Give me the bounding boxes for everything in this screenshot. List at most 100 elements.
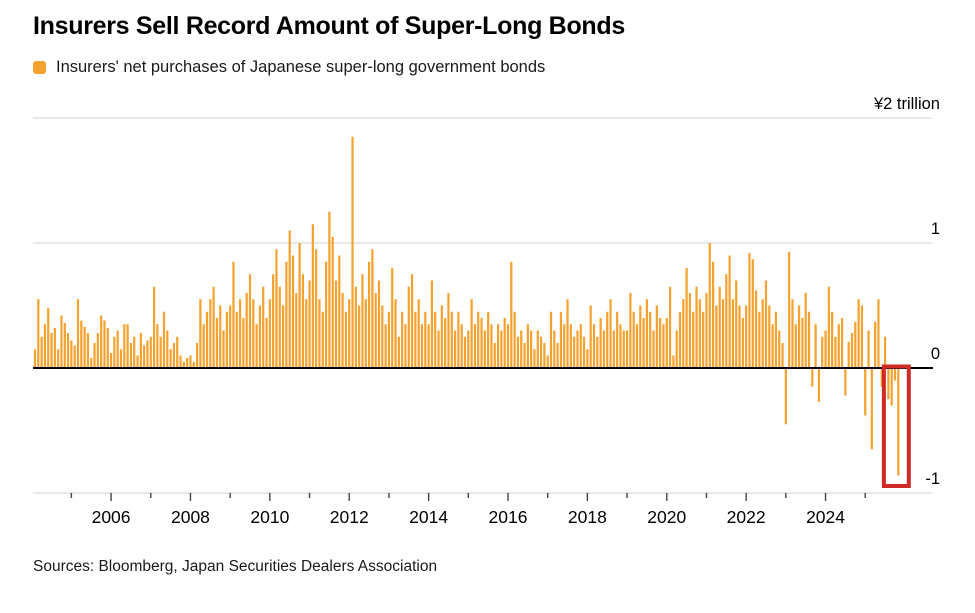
- bar: [619, 324, 622, 368]
- bar: [801, 318, 804, 368]
- bar: [440, 305, 443, 368]
- bar: [235, 311, 238, 368]
- bar: [222, 330, 225, 368]
- bar: [513, 311, 516, 368]
- bar: [430, 280, 434, 368]
- bar: [152, 286, 156, 368]
- bar: [857, 299, 860, 368]
- bar: [682, 299, 685, 368]
- bar: [526, 324, 529, 368]
- bar: [149, 336, 152, 368]
- bar: [754, 290, 758, 368]
- bar: [53, 328, 56, 368]
- y-axis-label: -1: [925, 470, 940, 488]
- bar: [569, 324, 572, 368]
- bar: [463, 336, 467, 368]
- bar: [850, 333, 854, 368]
- bar: [285, 261, 288, 368]
- bar: [258, 305, 262, 368]
- bar: [893, 368, 897, 381]
- bar: [126, 324, 129, 368]
- bar: [50, 333, 53, 368]
- bar: [606, 311, 609, 368]
- bar: [450, 311, 453, 368]
- bar: [616, 311, 619, 368]
- bar: [864, 368, 867, 416]
- bar: [162, 311, 166, 368]
- bar: [410, 274, 414, 368]
- bar: [252, 299, 255, 368]
- bar: [821, 336, 824, 368]
- bar: [298, 243, 301, 368]
- bar: [109, 353, 113, 368]
- bar: [324, 261, 328, 368]
- bar: [645, 299, 649, 368]
- bar: [745, 305, 748, 368]
- bar: [245, 293, 248, 368]
- bar: [506, 324, 510, 368]
- bar: [708, 243, 711, 368]
- bar: [728, 255, 731, 368]
- bar: [288, 230, 291, 368]
- bar: [824, 330, 827, 368]
- bar: [883, 336, 887, 368]
- bar: [255, 324, 258, 368]
- bar: [215, 318, 219, 368]
- bar: [672, 355, 675, 368]
- bar: [47, 308, 50, 368]
- bar: [229, 305, 232, 368]
- bar: [536, 330, 539, 368]
- bar: [741, 318, 744, 368]
- bar: [275, 249, 278, 368]
- bar: [169, 349, 172, 368]
- bar: [576, 330, 579, 368]
- bar: [66, 333, 70, 368]
- bar: [116, 330, 119, 368]
- bar: [520, 330, 523, 368]
- bar: [678, 311, 682, 368]
- bar: [503, 318, 506, 368]
- bar: [391, 268, 394, 368]
- bar: [897, 368, 900, 476]
- bar: [96, 333, 99, 368]
- bar: [83, 326, 86, 368]
- bar: [172, 343, 176, 368]
- bar: [328, 211, 331, 368]
- bar: [781, 343, 784, 368]
- bar: [123, 324, 126, 368]
- bar: [321, 311, 324, 368]
- bar: [60, 315, 63, 368]
- bar: [840, 318, 844, 368]
- bar: [573, 336, 576, 368]
- x-axis-label: 2008: [171, 507, 210, 527]
- bar: [625, 330, 629, 368]
- bar: [212, 286, 215, 368]
- bar: [688, 293, 692, 368]
- bar: [334, 280, 338, 368]
- bar: [166, 330, 169, 368]
- bar: [731, 299, 735, 368]
- bar: [721, 299, 725, 368]
- bar: [589, 305, 592, 368]
- bar: [63, 323, 66, 368]
- bar: [182, 361, 185, 368]
- bar: [794, 324, 797, 368]
- bar: [318, 299, 321, 368]
- x-axis-label: 2012: [330, 507, 369, 527]
- bar: [159, 336, 162, 368]
- bar: [530, 330, 533, 368]
- bar: [797, 305, 801, 368]
- bar: [556, 343, 559, 368]
- bar: [761, 299, 764, 368]
- bar: [129, 343, 133, 368]
- bar: [566, 299, 569, 368]
- bar: [860, 305, 864, 368]
- bar: [301, 274, 305, 368]
- bar: [834, 336, 837, 368]
- bar: [470, 299, 473, 368]
- bar: [437, 330, 440, 368]
- bar: [37, 299, 40, 368]
- bar: [854, 321, 857, 368]
- bar: [867, 330, 870, 368]
- bar: [238, 299, 242, 368]
